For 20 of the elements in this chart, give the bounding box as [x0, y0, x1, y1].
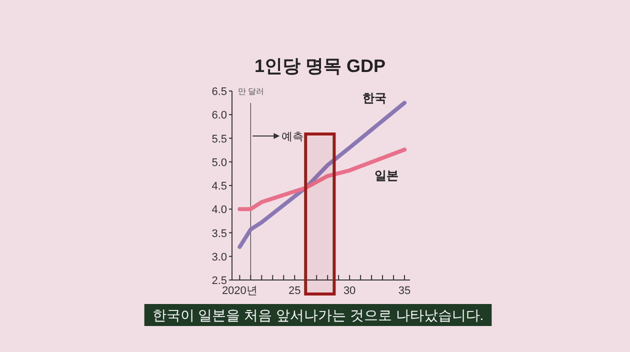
line-series [238, 148, 407, 212]
x-tick-label: 35 [398, 285, 411, 297]
y-tick-label: 5.5 [212, 133, 227, 146]
series-label: 일본 [374, 168, 399, 183]
x-tick-label: 25 [288, 285, 301, 297]
y-tick-label: 6.5 [212, 86, 227, 98]
y-tick-label: 3.0 [212, 251, 227, 264]
y-tick-label: 6.0 [212, 110, 227, 122]
y-tick-label: 4.5 [212, 180, 227, 192]
ref-line-label: 예측 [282, 131, 304, 143]
y-tick-label: 4.0 [212, 204, 227, 216]
y-axis-title: 만 달러 [238, 87, 264, 96]
y-tick-label: 3.5 [212, 228, 227, 240]
y-tick-label: 5.0 [212, 156, 227, 169]
chart-title: 1인당 명목 GDP [254, 56, 386, 76]
y-tick-label: 2.5 [212, 275, 227, 287]
series-label: 한국 [362, 90, 387, 105]
x-tick-label: 2020년 [222, 285, 258, 297]
x-tick-label: 30 [343, 285, 356, 297]
text: 한국이 일본을 처음 앞서나가는 것으로 나타났습니다. [152, 307, 484, 323]
